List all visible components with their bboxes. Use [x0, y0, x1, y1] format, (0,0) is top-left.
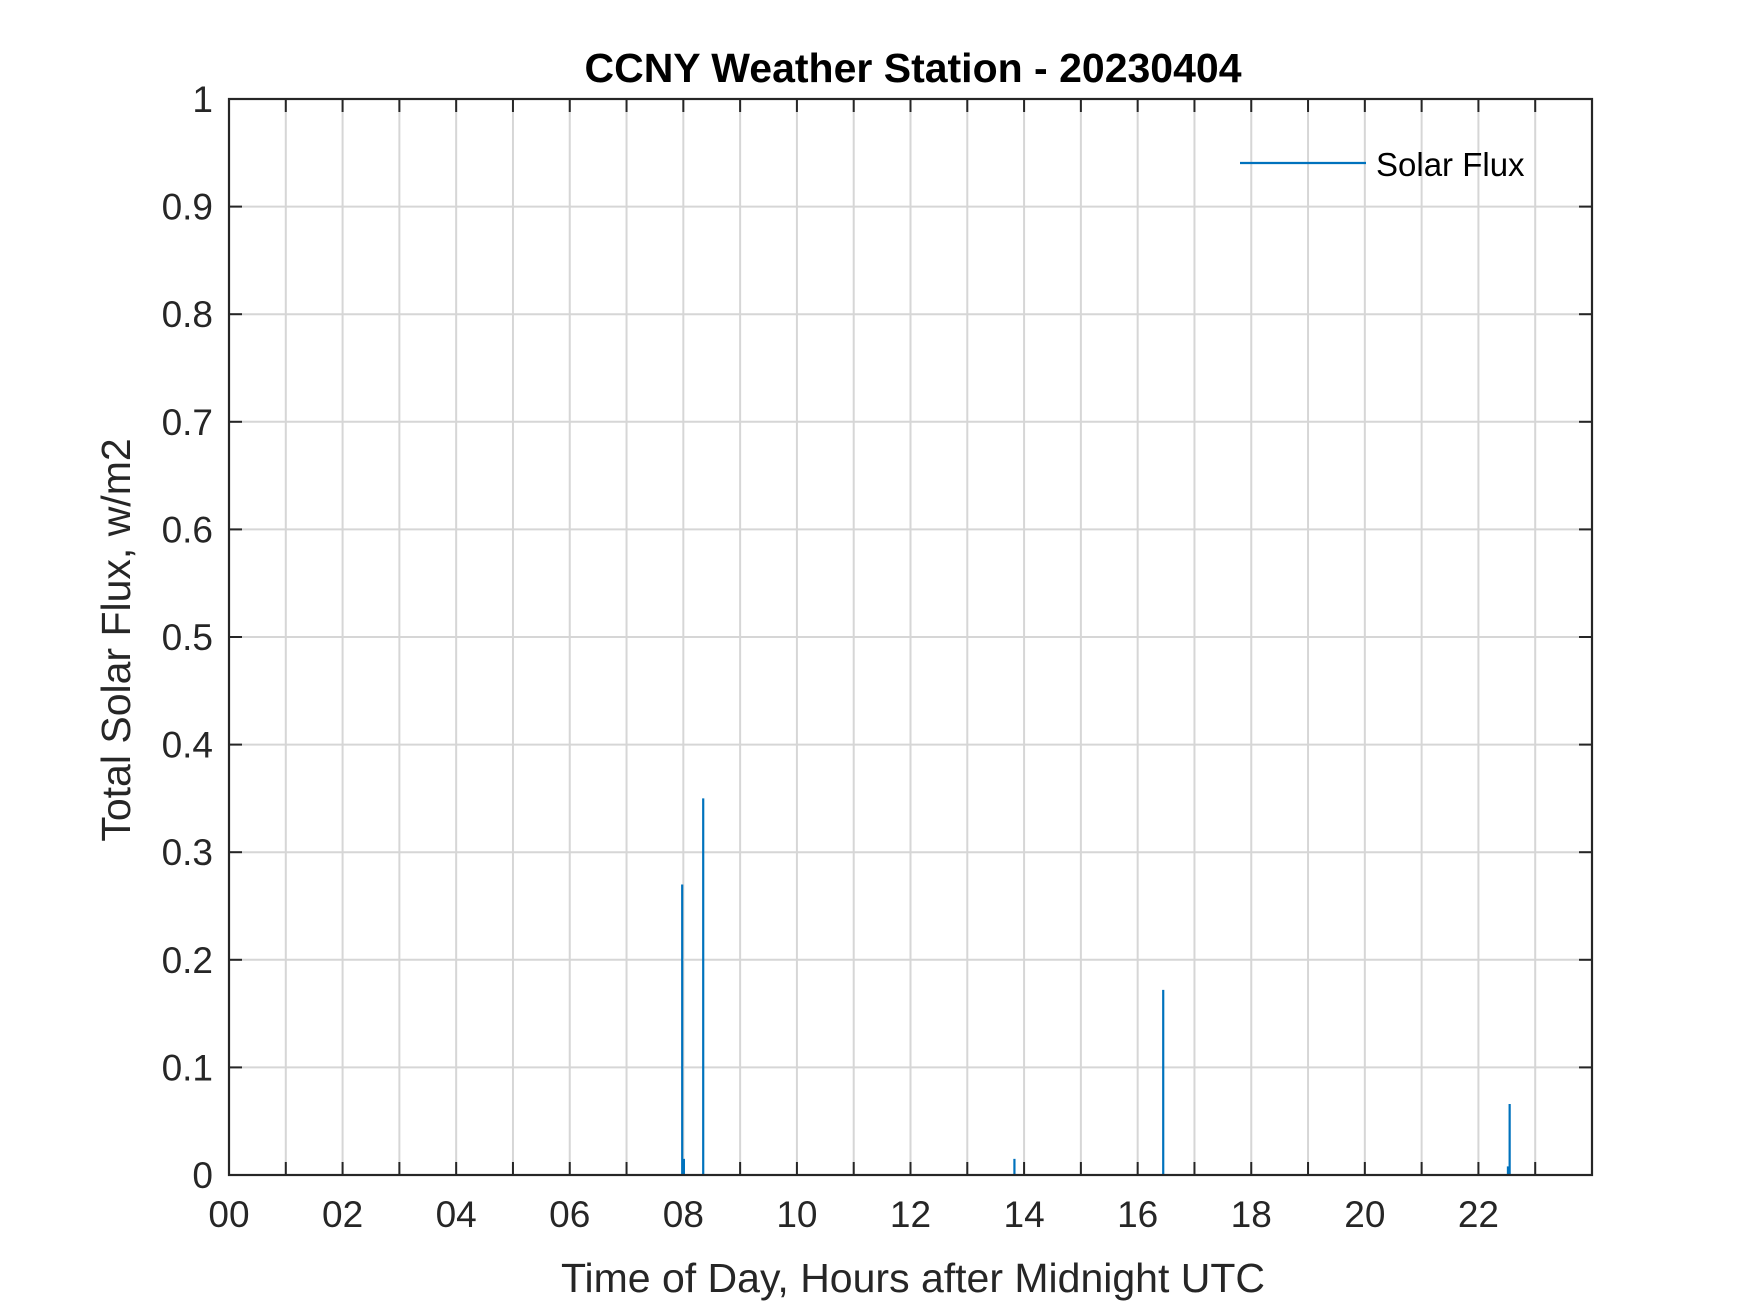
y-tick-label: 0	[192, 1155, 213, 1196]
x-tick-label: 08	[663, 1194, 704, 1235]
x-tick-label: 20	[1344, 1194, 1385, 1235]
plot-border	[227, 97, 1594, 1177]
y-axis-label: Total Solar Flux, w/m2	[93, 438, 139, 841]
x-tick-labels: 00 02 04 06 08 10 12 14 16 18 20 22	[208, 1194, 1499, 1235]
x-tick-label: 02	[322, 1194, 363, 1235]
y-tick-labels: 0 0.1 0.2 0.3 0.4 0.5 0.6 0.7 0.8 0.9 1	[162, 79, 213, 1196]
y-tick-label: 0.5	[162, 617, 213, 658]
grid-lines	[229, 99, 1592, 1175]
y-tick-label: 0.7	[162, 402, 213, 443]
legend-label-solar-flux: Solar Flux	[1376, 146, 1525, 183]
x-tick-label: 06	[549, 1194, 590, 1235]
legend: Solar Flux	[1240, 146, 1525, 183]
y-tick-label: 0.1	[162, 1047, 213, 1088]
x-tick-label: 16	[1117, 1194, 1158, 1235]
x-tick-label: 14	[1004, 1194, 1045, 1235]
x-tick-label: 12	[890, 1194, 931, 1235]
y-tick-label: 1	[192, 79, 213, 120]
y-tick-label: 0.6	[162, 509, 213, 550]
y-tick-label: 0.3	[162, 832, 213, 873]
x-tick-label: 10	[776, 1194, 817, 1235]
x-axis-label: Time of Day, Hours after Midnight UTC	[561, 1255, 1265, 1301]
data-marks	[681, 798, 1511, 1175]
chart-title: CCNY Weather Station - 20230404	[584, 45, 1241, 91]
axis-ticks	[229, 99, 1592, 1175]
y-tick-label: 0.9	[162, 187, 213, 228]
y-tick-label: 0.8	[162, 294, 213, 335]
y-tick-label: 0.2	[162, 940, 213, 981]
y-tick-label: 0.4	[162, 725, 213, 766]
x-tick-label: 04	[436, 1194, 477, 1235]
x-tick-label: 22	[1458, 1194, 1499, 1235]
x-tick-label: 18	[1231, 1194, 1272, 1235]
x-tick-label: 00	[208, 1194, 249, 1235]
